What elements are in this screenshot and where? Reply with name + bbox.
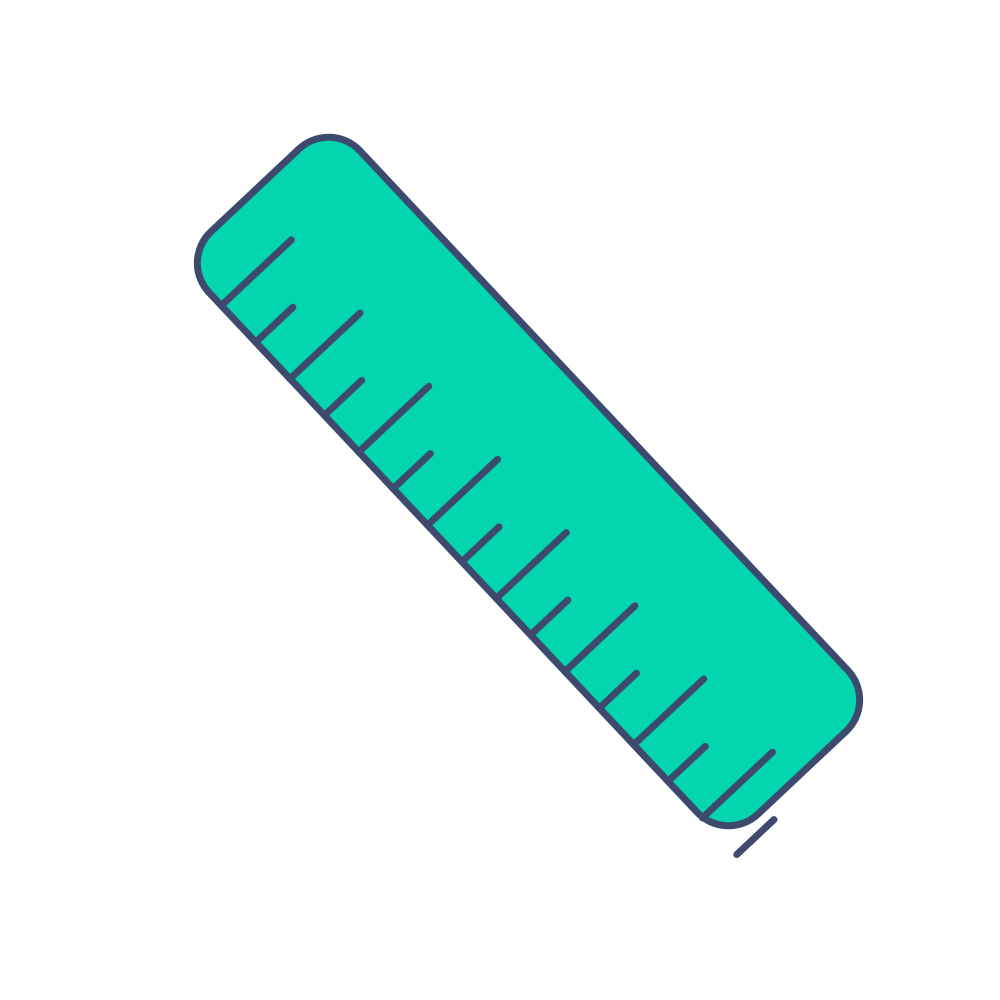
ruler-tick-long bbox=[355, 382, 433, 456]
ruler-ticks bbox=[217, 236, 778, 859]
ruler-tick-short bbox=[664, 742, 709, 785]
ruler-group bbox=[193, 133, 864, 859]
ruler-body bbox=[193, 133, 864, 830]
ruler-tick-short bbox=[733, 816, 778, 859]
ruler-tick-short bbox=[595, 669, 641, 712]
ruler-tick-short bbox=[458, 523, 503, 566]
ruler-tick-long bbox=[424, 455, 501, 529]
ruler-tick-long bbox=[217, 236, 295, 310]
ruler-tick-short bbox=[389, 450, 434, 493]
ruler-tick-long bbox=[630, 675, 708, 749]
ruler-tick-long bbox=[561, 602, 639, 676]
ruler-tick-long bbox=[492, 529, 570, 602]
ruler-tick-short bbox=[527, 596, 572, 639]
ruler-tick-short bbox=[320, 376, 366, 419]
ruler-tick-long bbox=[698, 748, 776, 822]
ruler-tick-long bbox=[286, 309, 364, 383]
ruler-tick-short bbox=[252, 303, 297, 346]
